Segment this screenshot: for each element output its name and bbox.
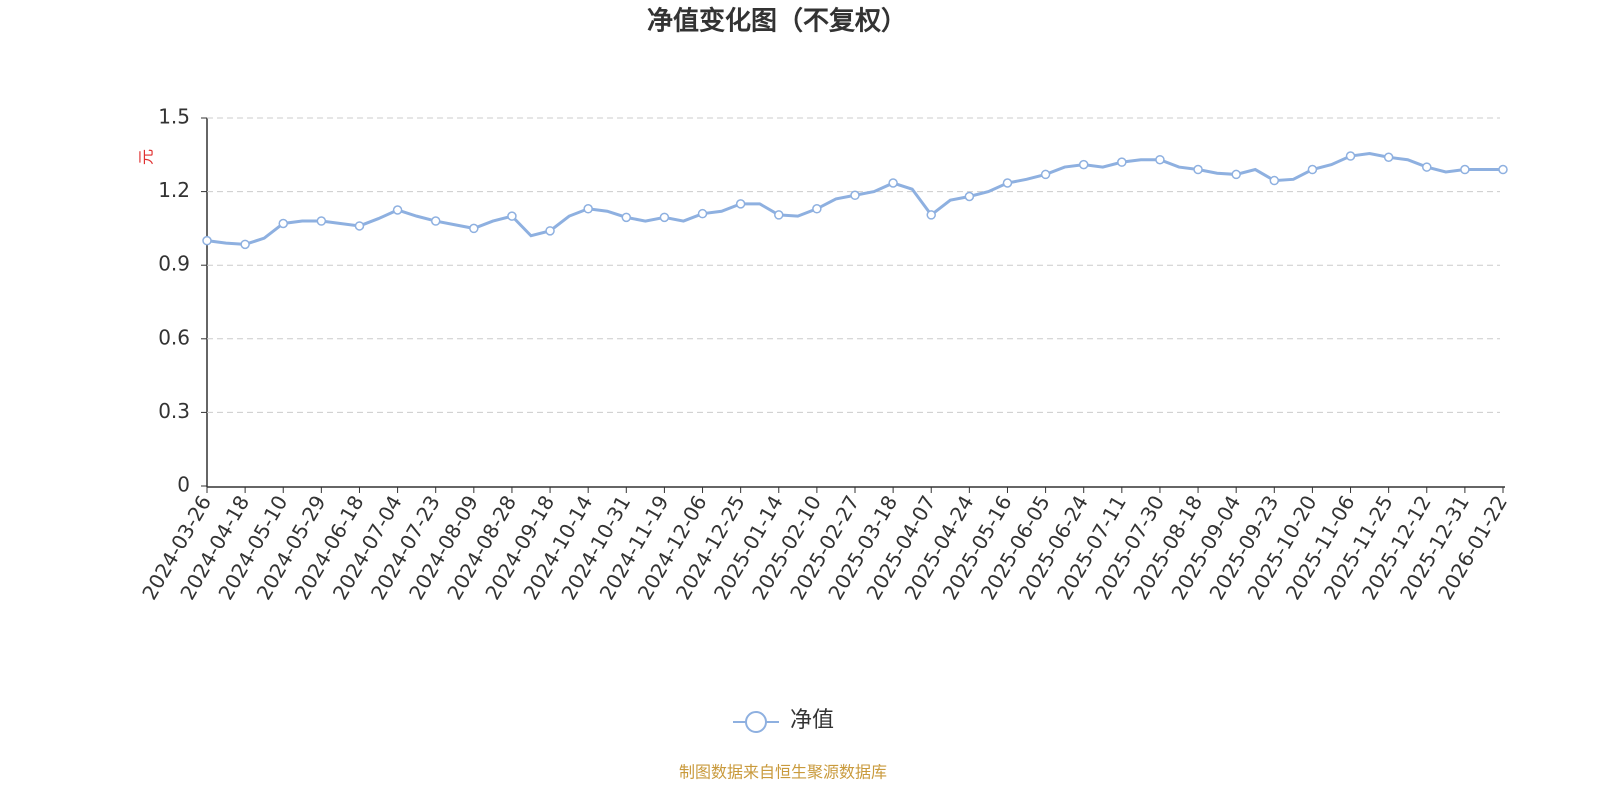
data-point — [1078, 159, 1089, 170]
data-point — [1231, 169, 1241, 180]
data-point — [545, 226, 555, 236]
y-tick-label: 0.6 — [158, 325, 190, 349]
y-tick-label: 0.3 — [158, 399, 190, 423]
data-point — [964, 191, 975, 202]
data-point — [1193, 164, 1203, 175]
data-point — [621, 212, 632, 223]
data-point — [1498, 164, 1508, 175]
data-point — [1345, 151, 1356, 161]
data-point — [469, 223, 479, 234]
source-note: 制图数据来自恒生聚源数据库 — [679, 763, 887, 782]
data-point — [354, 221, 365, 231]
data-point — [659, 212, 670, 223]
data-point — [1117, 157, 1127, 167]
y-tick-label: 0.9 — [158, 252, 190, 276]
legend-label[interactable]: 净值 — [790, 708, 834, 733]
y-tick-label: 1.5 — [158, 105, 190, 129]
data-point — [316, 216, 327, 226]
data-point — [697, 208, 708, 219]
data-point — [850, 190, 860, 201]
data-point — [430, 216, 441, 226]
data-point — [507, 211, 517, 221]
data-point — [240, 239, 250, 250]
data-point — [1002, 178, 1013, 188]
y-tick-label: 1.2 — [158, 178, 190, 202]
data-point — [1383, 152, 1394, 163]
data-point — [1155, 154, 1165, 165]
data-point — [1422, 162, 1432, 172]
legend-marker — [745, 711, 767, 733]
data-point — [735, 199, 746, 209]
data-point — [1307, 164, 1318, 175]
data-point — [774, 210, 784, 220]
data-point — [1040, 169, 1051, 180]
data-point — [392, 205, 403, 215]
y-tick-label: 0 — [177, 473, 190, 497]
data-point — [926, 210, 936, 220]
data-point — [888, 178, 898, 188]
data-point — [583, 204, 593, 214]
data-point — [278, 218, 288, 229]
data-point — [202, 235, 212, 246]
y-axis-label: 元 — [137, 149, 156, 165]
data-point — [812, 204, 822, 214]
chart-title: 净值变化图（不复权） — [647, 6, 907, 37]
data-point — [1269, 175, 1280, 186]
data-point — [1460, 164, 1470, 175]
